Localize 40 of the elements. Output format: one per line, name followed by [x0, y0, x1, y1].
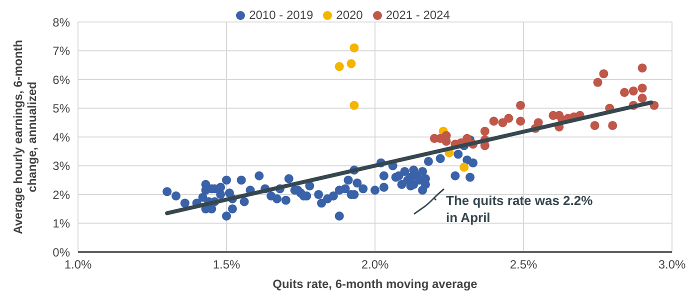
y-axis-title: Average hourly earnings, 6-month change, annualized	[11, 40, 39, 234]
legend-label: 2010 - 2019	[249, 8, 314, 22]
point	[489, 116, 498, 126]
point	[608, 120, 618, 130]
point	[498, 118, 508, 128]
point	[462, 134, 472, 143]
x-tick-label: 1.0%	[64, 258, 92, 272]
point	[350, 43, 359, 52]
point	[346, 59, 356, 68]
x-tick-label: 2.5%	[510, 258, 538, 272]
y-tick-label: 3%	[52, 159, 70, 174]
point	[638, 63, 647, 73]
point	[638, 84, 647, 93]
point	[516, 116, 526, 126]
x-tick-label: 1.5%	[212, 258, 240, 272]
y-tick-label: 8%	[52, 15, 70, 30]
legend-label: 2020	[336, 8, 363, 22]
y-tick-label: 7%	[52, 44, 70, 58]
annotation: The quits rate was 2.2% in April	[446, 192, 593, 226]
point	[628, 86, 638, 96]
point	[334, 62, 344, 72]
y-tick-label: 0%	[52, 245, 70, 260]
point	[460, 162, 469, 172]
y-tick-label: 6%	[52, 72, 70, 87]
y-tick-label: 2%	[52, 188, 70, 202]
x-tick-label: 2.0%	[361, 258, 389, 272]
point	[590, 120, 600, 130]
point	[350, 100, 359, 110]
point	[599, 69, 608, 78]
x-axis-title: Quits rate, 6-month moving average	[272, 277, 478, 291]
point	[620, 88, 629, 97]
x-tick-label: 3.0%	[658, 258, 686, 272]
y-tick-label: 1%	[52, 216, 70, 231]
y-tick-label: 4%	[52, 130, 70, 144]
point	[593, 78, 602, 87]
y-tick-label: 5%	[52, 102, 70, 116]
point	[480, 126, 490, 136]
point	[638, 94, 647, 103]
legend-label: 2021 - 2024	[386, 8, 450, 22]
point	[516, 100, 526, 110]
